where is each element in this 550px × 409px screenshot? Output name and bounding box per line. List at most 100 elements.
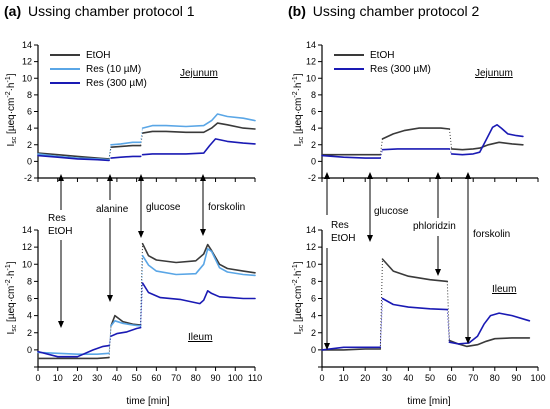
y-tick-label: 2 bbox=[27, 328, 32, 338]
series-res-300-m-segment bbox=[381, 297, 449, 311]
panel-a-ileum-label: Ileum bbox=[188, 332, 212, 343]
panel-a-xlabel: time [min] bbox=[126, 396, 170, 407]
y-tick-label: 14 bbox=[306, 225, 316, 235]
panel-b-jejunum-plot: -2 0 2 4 6 8 10 12 14 bbox=[306, 40, 539, 183]
arrowhead-glucose-b-down bbox=[367, 235, 373, 242]
panel-b-jejunum-label: Jejunum bbox=[475, 68, 513, 79]
svg-text:Isc [µeq·cm-2·h-1]: Isc [µeq·cm-2·h-1] bbox=[5, 73, 18, 146]
y-tick-label: 0 bbox=[27, 345, 32, 355]
y-tick-label: 8 bbox=[311, 90, 316, 100]
series-res-300-m-segment bbox=[37, 344, 110, 358]
panel-b-ileum-label: Ileum bbox=[492, 284, 516, 295]
series-res-300-m-transition bbox=[448, 148, 453, 155]
y-tick-label: 14 bbox=[22, 40, 32, 50]
series-etoh-segment bbox=[381, 258, 449, 283]
legend-label-res10: Res (10 µM) bbox=[86, 64, 141, 75]
series-res-10-m-segment bbox=[141, 113, 256, 129]
y-tick-label: 10 bbox=[22, 259, 32, 269]
series-etoh-transition bbox=[379, 138, 383, 155]
annot-phloridzin: phloridzin bbox=[413, 221, 456, 232]
y-tick-label: -2 bbox=[308, 173, 316, 183]
x-tick-label: 80 bbox=[191, 373, 201, 383]
panel-b-title: (b) Ussing chamber protocol 2 bbox=[288, 3, 480, 19]
panel-a-jejunum-plot: -2 0 2 4 6 8 10 12 14 bbox=[22, 40, 256, 183]
series-res-300-m-segment bbox=[381, 148, 451, 151]
x-tick-label: 90 bbox=[511, 373, 521, 383]
series-res-300-m-segment bbox=[321, 346, 382, 351]
series-etoh-segment bbox=[448, 337, 531, 348]
panel-b-bottom-ylabel: Isc [µeq·cm-2·h-1] bbox=[292, 261, 305, 334]
y-tick-label: 10 bbox=[306, 259, 316, 269]
series-etoh-transition bbox=[446, 281, 450, 341]
series-res-300-m-segment bbox=[450, 124, 524, 156]
x-tick-label: 10 bbox=[53, 373, 63, 383]
y-tick-label: 4 bbox=[27, 311, 32, 321]
legend-label-etoh: EtOH bbox=[86, 50, 110, 61]
y-tick-label: 8 bbox=[27, 90, 32, 100]
x-tick-label: 90 bbox=[211, 373, 221, 383]
y-tick-label: 6 bbox=[311, 294, 316, 304]
y-tick-label: 10 bbox=[22, 73, 32, 83]
arrowhead-res-a-up bbox=[58, 174, 64, 181]
annot-glucose-b: glucose bbox=[374, 206, 409, 217]
panel-a-top-ylabel: Isc [µeq·cm-2·h-1] bbox=[5, 73, 18, 146]
y-tick-label: 12 bbox=[22, 57, 32, 67]
series-res-10-m-segment bbox=[141, 248, 256, 277]
y-tick-label: 4 bbox=[27, 123, 32, 133]
series-etoh-transition bbox=[448, 128, 453, 149]
y-tick-label: 6 bbox=[27, 294, 32, 304]
series-etoh-segment bbox=[110, 144, 142, 148]
series-res-300-m-segment bbox=[110, 155, 142, 159]
y-tick-label: 8 bbox=[311, 276, 316, 286]
x-tick-label: 10 bbox=[339, 373, 349, 383]
panel-b-top-ylabel: Isc [µeq·cm-2·h-1] bbox=[292, 73, 305, 146]
y-tick-label: 12 bbox=[306, 242, 316, 252]
series-res-300-m-segment bbox=[141, 282, 256, 305]
x-tick-label: 40 bbox=[403, 373, 413, 383]
x-tick-label: 30 bbox=[382, 373, 392, 383]
series-etoh-segment bbox=[321, 348, 382, 351]
series-etoh-transition bbox=[379, 259, 383, 350]
series-res-10-m-segment bbox=[110, 141, 142, 146]
y-tick-label: 0 bbox=[311, 345, 316, 355]
x-tick-label: 50 bbox=[132, 373, 142, 383]
annot-etoh: EtOH bbox=[48, 226, 72, 237]
series-res-300-m-transition bbox=[379, 298, 383, 348]
y-tick-label: 14 bbox=[22, 225, 32, 235]
arrowhead-res-b-down bbox=[324, 343, 330, 350]
annot-alanine: alanine bbox=[96, 204, 129, 215]
x-tick-label: 110 bbox=[248, 373, 262, 383]
arrowhead-forskolin-b-down bbox=[465, 337, 471, 344]
series-res-300-m-transition bbox=[446, 309, 450, 343]
x-tick-label: 30 bbox=[92, 373, 102, 383]
arrowhead-alanine-down bbox=[107, 295, 113, 302]
arrowhead-forskolin-a-up bbox=[200, 174, 206, 181]
y-tick-label: 2 bbox=[311, 328, 316, 338]
y-tick-label: 2 bbox=[27, 140, 32, 150]
y-tick-label: 2 bbox=[311, 140, 316, 150]
x-tick-label: 40 bbox=[112, 373, 122, 383]
annot-forskolin-a: forskolin bbox=[208, 202, 245, 213]
series-res-10-m-transition bbox=[140, 128, 144, 143]
series-res-10-m-transition bbox=[108, 144, 112, 160]
panel-a-ileum-plot: 0 2 4 6 8 10 12 14 0 10 20 30 40 50 60 70 80 90 100 110 bbox=[22, 225, 262, 383]
svg-text:Isc [µeq·cm-2·h-1]: Isc [µeq·cm-2·h-1] bbox=[5, 261, 18, 334]
arrowhead-glucose-b-up bbox=[367, 172, 373, 179]
series-res-10-m-segment bbox=[110, 320, 142, 327]
series-res-300-m-segment bbox=[110, 326, 142, 337]
series-res-300-m-transition bbox=[108, 157, 112, 161]
series-etoh-transition bbox=[140, 133, 144, 146]
x-tick-label: 70 bbox=[468, 373, 478, 383]
series-res-300-m-transition bbox=[140, 154, 143, 157]
svg-text:Isc [µeq·cm-2·h-1]: Isc [µeq·cm-2·h-1] bbox=[292, 73, 305, 146]
series-etoh-segment bbox=[110, 314, 142, 327]
series-etoh-segment bbox=[37, 356, 110, 360]
panel-b-xlabel: time [min] bbox=[407, 396, 451, 407]
arrowhead-phloridzin-down bbox=[435, 269, 441, 276]
x-tick-label: 20 bbox=[72, 373, 82, 383]
svg-text:Isc [µeq·cm-2·h-1]: Isc [µeq·cm-2·h-1] bbox=[292, 261, 305, 334]
series-etoh-segment bbox=[450, 141, 524, 151]
panel-a-bottom-ylabel: Isc [µeq·cm-2·h-1] bbox=[5, 261, 18, 334]
panel-b-annotations: Res EtOH glucose phloridzin forskolin bbox=[324, 172, 510, 350]
